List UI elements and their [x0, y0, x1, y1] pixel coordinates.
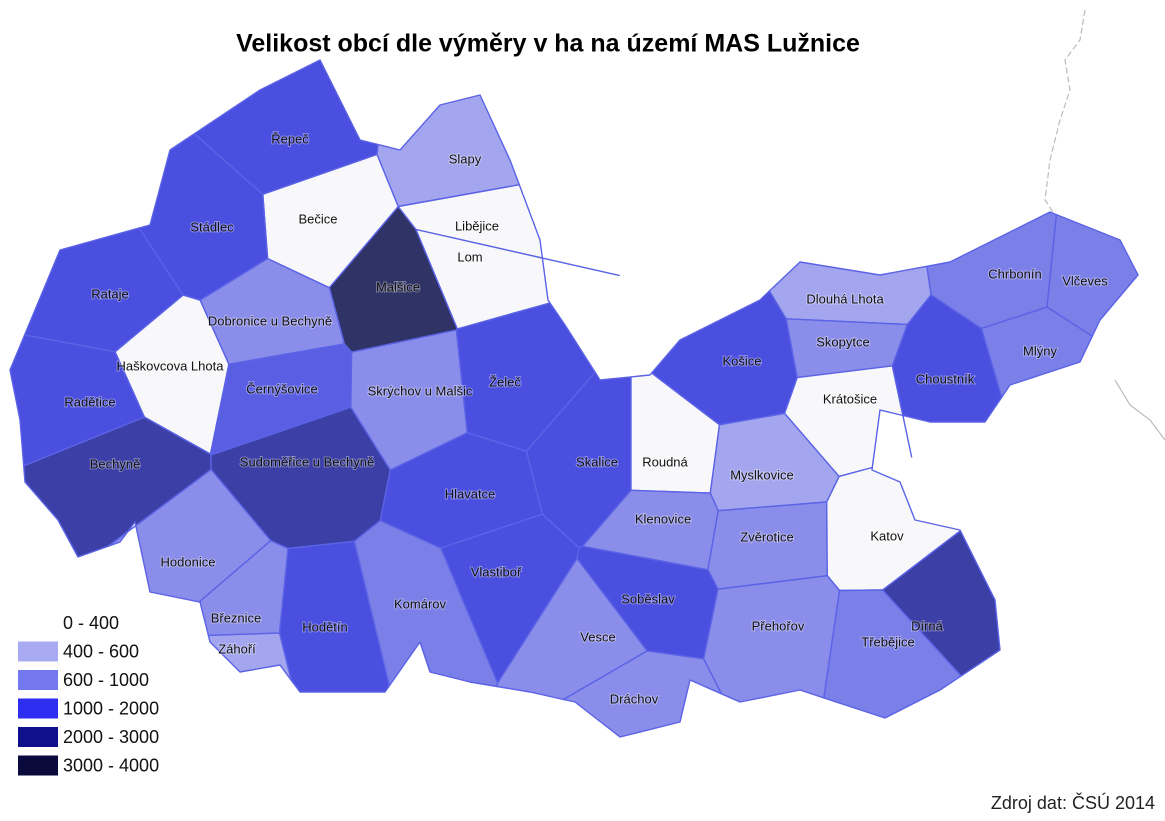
region-label: Komárov	[394, 596, 447, 611]
border-line	[1114, 379, 1165, 441]
region-label: Klenovice	[635, 511, 691, 526]
region-label: Hodětín	[302, 619, 348, 634]
region-label: Vlastiboř	[471, 564, 522, 579]
region-label: Lom	[457, 249, 482, 264]
region-label: Vlčeves	[1062, 273, 1108, 288]
region-label: Záhoří	[218, 641, 256, 656]
region-label: Skopytce	[816, 334, 869, 349]
region-label: Březnice	[211, 610, 262, 625]
region	[882, 530, 1001, 677]
region	[891, 294, 1003, 458]
legend: 0 - 400 400 - 600 600 - 1000 1000 - 2000 200…	[18, 613, 159, 776]
border-line	[1044, 9, 1086, 216]
region	[107, 468, 272, 603]
region-label: Chrbonín	[988, 266, 1041, 281]
region-label: Černýšovice	[246, 381, 318, 396]
legend-swatch	[18, 755, 58, 776]
region-label: Choustník	[916, 371, 975, 386]
region-label: Roudná	[642, 454, 688, 469]
region-label: Přehořov	[752, 618, 805, 633]
region-label: Sudoměřice u Bechyně	[240, 454, 374, 469]
region-label: Libějice	[455, 218, 499, 233]
region-label: Soběslav	[621, 591, 675, 606]
region-label: Bečice	[298, 211, 337, 226]
region-label: Hodonice	[161, 554, 216, 569]
region-label: Zvěrotice	[740, 529, 793, 544]
legend-swatch	[18, 670, 58, 690]
region-label: Bechyně	[90, 456, 141, 471]
legend-label: 2000 - 3000	[63, 727, 159, 747]
region-label: Krátošice	[823, 391, 877, 406]
region-label: Dírná	[911, 618, 944, 633]
region-labels: Řepeč Slapy Bečice Libějice Lom Stádlec Malšic…	[63, 130, 1109, 707]
map-title: Velikost obcí dle výměry v ha na území M…	[236, 30, 860, 58]
region-label: Skrýchov u Malšic	[368, 383, 473, 398]
source: Zdroj dat: ČSÚ 2014	[991, 792, 1155, 813]
region-label: Dobronice u Bechyně	[208, 313, 332, 328]
region-label: Slapy	[449, 151, 482, 166]
region-label: Dráchov	[610, 691, 659, 706]
region-label: Mlýny	[1023, 343, 1057, 358]
region-label: Skalice	[576, 454, 618, 469]
legend-label: 3000 - 4000	[63, 755, 159, 775]
region-label: Třebějice	[861, 634, 914, 649]
legend-label: 1000 - 2000	[63, 698, 159, 718]
region-label: Stádlec	[190, 219, 234, 234]
region-label: Řepeč	[271, 131, 309, 146]
region-label: Katov	[870, 528, 904, 543]
legend-swatch	[18, 727, 58, 747]
region-label: Vesce	[580, 629, 615, 644]
region	[207, 632, 292, 681]
regions	[9, 59, 1139, 738]
region-label: Radětice	[64, 394, 115, 409]
region-label: Rataje	[91, 286, 129, 301]
legend-label: 600 - 1000	[63, 670, 149, 690]
legend-swatch	[18, 698, 58, 719]
legend-swatch	[18, 641, 58, 662]
legend-swatch	[18, 613, 58, 633]
region-label: Haškovcova Lhota	[117, 358, 225, 373]
legend-label: 400 - 600	[63, 641, 139, 661]
legend-label: 0 - 400	[63, 613, 119, 633]
region	[783, 365, 904, 478]
region	[707, 501, 828, 590]
region	[562, 650, 723, 738]
region-label: Košice	[722, 353, 761, 368]
region	[702, 575, 841, 703]
region-label: Dlouhá Lhota	[806, 291, 884, 306]
region-label: Hlavatce	[445, 486, 496, 501]
region-label: Myslkovice	[730, 467, 794, 482]
region-label: Želeč	[489, 374, 521, 389]
region-label: Malšice	[376, 279, 420, 294]
